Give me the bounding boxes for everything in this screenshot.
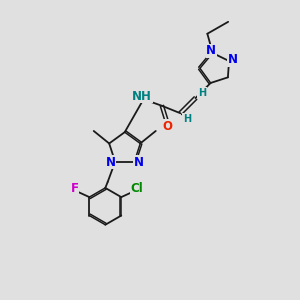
Text: N: N <box>106 156 116 169</box>
Text: F: F <box>70 182 79 195</box>
Text: N: N <box>134 156 144 169</box>
Text: N: N <box>206 44 216 57</box>
Text: O: O <box>162 119 172 133</box>
Text: H: H <box>183 114 191 124</box>
Text: Cl: Cl <box>131 182 143 195</box>
Text: N: N <box>228 53 238 66</box>
Text: H: H <box>198 88 206 98</box>
Text: NH: NH <box>132 90 152 103</box>
